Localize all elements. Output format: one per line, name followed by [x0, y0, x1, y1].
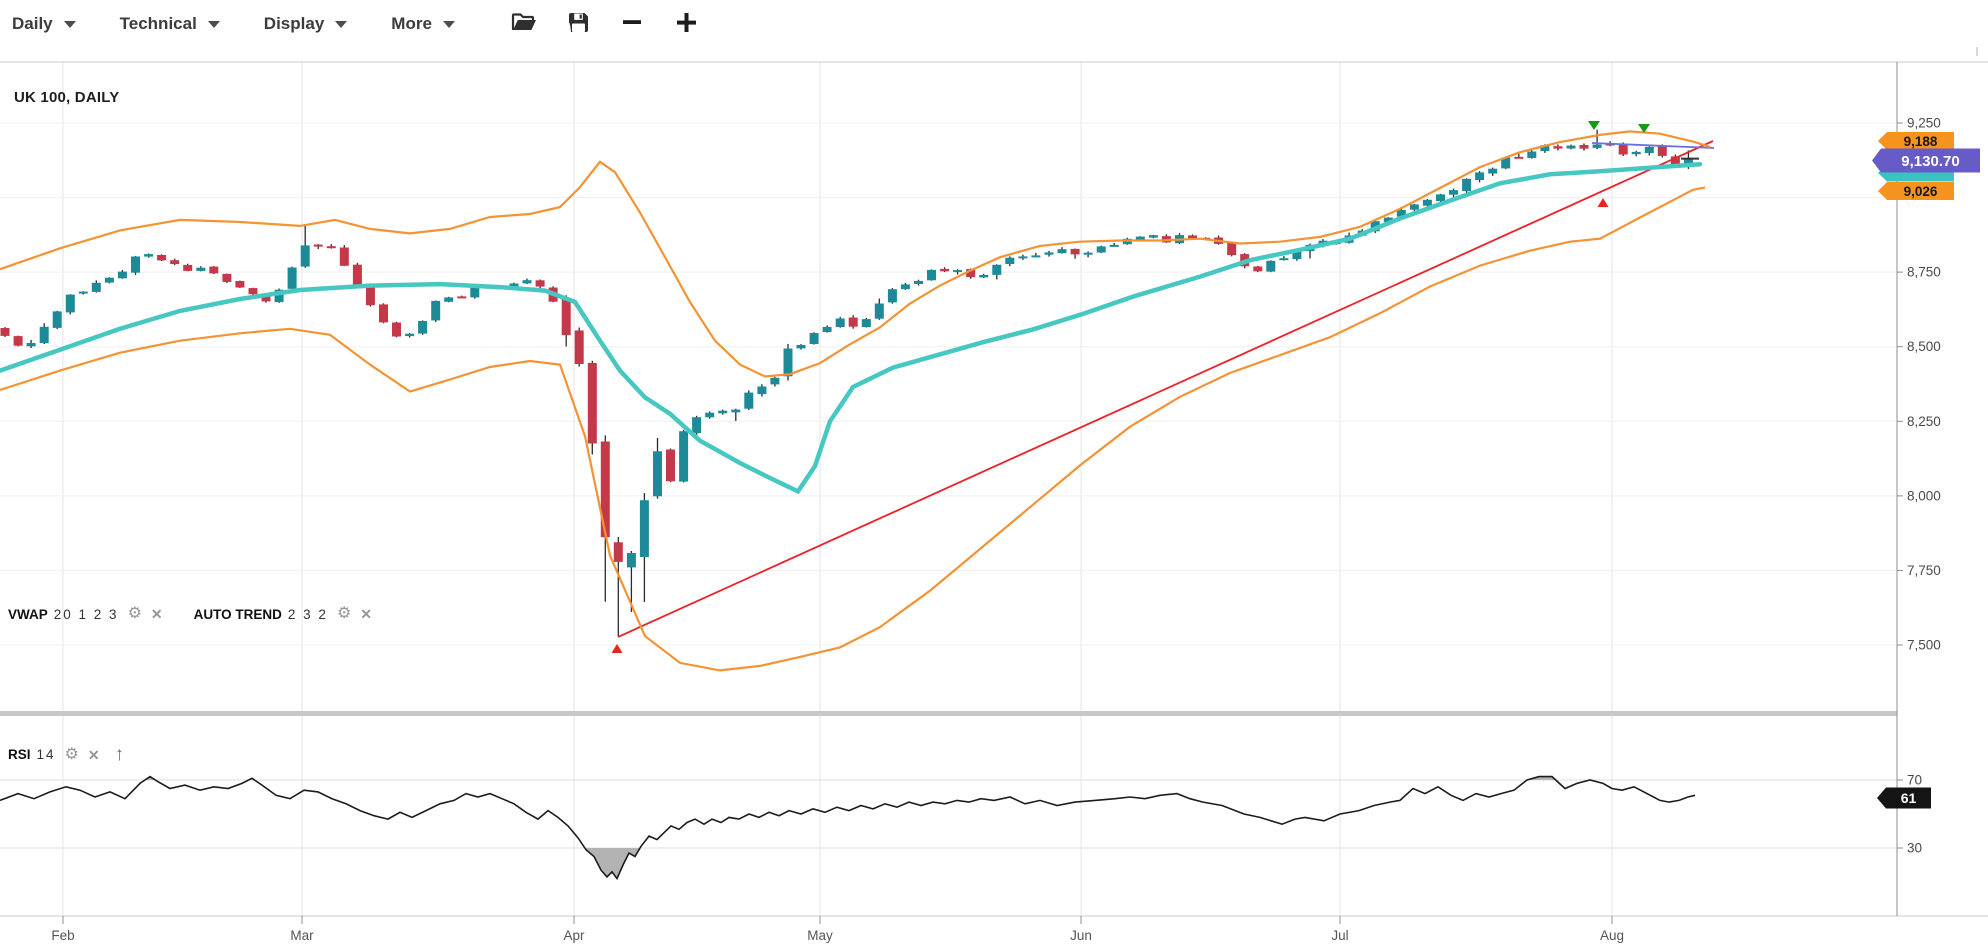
- menu-technical-label: Technical: [119, 13, 197, 33]
- month-label: Apr: [563, 928, 585, 943]
- price-tick-label: 8,500: [1907, 339, 1941, 354]
- legend-auto-trend: AUTO TREND 2 3 2 ⚙ ✕: [194, 606, 381, 622]
- remove-indicator-icon[interactable]: ✕: [87, 746, 100, 763]
- sell-marker-icon: [1638, 124, 1650, 133]
- minus-icon: [620, 10, 644, 37]
- rsi-overbought-fill: [0, 776, 1695, 780]
- plus-icon: [674, 10, 699, 38]
- chevron-down-icon: [63, 21, 76, 28]
- rsi-oversold-fill: [0, 848, 1695, 879]
- menu-technical[interactable]: Technical: [120, 14, 220, 34]
- price-badge: [1872, 148, 1980, 173]
- trade-markers: [611, 121, 1650, 653]
- menu-display-label: Display: [263, 13, 325, 33]
- price-badges: 9,188 9,026 9,130.70 61: [1872, 132, 1980, 809]
- save-button[interactable]: [567, 11, 590, 37]
- save-icon: [567, 11, 590, 37]
- move-panel-up-icon[interactable]: ↑: [114, 744, 125, 765]
- rsi-tick-label: 70: [1907, 773, 1922, 788]
- price-badge-label: 9,130.70: [1901, 153, 1959, 170]
- menu-more-label: More: [391, 13, 432, 33]
- symbol-title: UK 100, DAILY: [14, 89, 120, 106]
- month-label: Jun: [1070, 928, 1092, 943]
- month-label: Mar: [290, 928, 314, 943]
- zoom-out-button[interactable]: [620, 10, 644, 37]
- sell-marker-icon: [1588, 121, 1600, 130]
- price-badge-label: 61: [1901, 790, 1917, 806]
- buy-marker-icon: [611, 644, 623, 653]
- price-tick-label: 8,250: [1907, 414, 1941, 429]
- buy-marker-icon: [1597, 198, 1609, 207]
- auto-trend-line[interactable]: [617, 140, 1714, 638]
- rsi-tick-label: 30: [1907, 841, 1922, 856]
- menu-more[interactable]: More: [391, 14, 455, 34]
- month-label: Jul: [1331, 928, 1348, 943]
- lower-band-line: [0, 186, 1706, 672]
- rsi-panel: [0, 775, 1696, 881]
- rsi-line: [0, 775, 1696, 881]
- month-label: Aug: [1600, 928, 1624, 943]
- open-folder-button[interactable]: [511, 11, 537, 36]
- chevron-down-icon: [335, 21, 348, 28]
- remove-indicator-icon[interactable]: ✕: [360, 606, 373, 622]
- rsi-indicator-legend: RSI 14 ⚙ ✕ ↑: [8, 745, 155, 764]
- menu-display[interactable]: Display: [263, 13, 348, 34]
- price-badge: [1877, 787, 1931, 809]
- price-tick-label: 7,750: [1907, 563, 1941, 578]
- vwap-params: 20 1 2 3: [53, 606, 119, 622]
- legend-rsi-group: RSI 14 ⚙ ✕ ↑: [8, 745, 133, 764]
- rsi-name: RSI: [8, 747, 31, 762]
- price-badge-label: 9,026: [1904, 184, 1938, 199]
- auto-trend-params: 2 3 2: [287, 606, 328, 622]
- price-tick-label: 9,250: [1907, 116, 1941, 131]
- settings-gear-icon[interactable]: ⚙: [336, 605, 352, 622]
- chevron-down-icon: [442, 21, 455, 28]
- price-tick-label: 8,000: [1907, 488, 1941, 503]
- panel-divider[interactable]: [0, 711, 1897, 716]
- axes: 9,250 8,750 8,500 8,250 8,000 7,750 7,500 70 30 F…: [0, 61, 1988, 943]
- settings-gear-icon[interactable]: ⚙: [127, 605, 142, 622]
- resistance-line[interactable]: [1591, 142, 1715, 149]
- price-indicator-legend: VWAP 20 1 2 3 ⚙ ✕ AUTO TREND 2 3 2 ⚙ ✕: [8, 606, 403, 622]
- price-panel: [0, 121, 1715, 672]
- legend-vwap: VWAP 20 1 2 3 ⚙ ✕: [8, 606, 172, 622]
- price-tick-label: 8,750: [1907, 265, 1941, 280]
- price-tick-label: 7,500: [1907, 638, 1941, 653]
- remove-indicator-icon[interactable]: ✕: [150, 606, 163, 622]
- price-badge: [1878, 182, 1954, 200]
- open-folder-icon: [511, 11, 537, 36]
- month-label: May: [807, 928, 833, 943]
- vwap-line: [0, 161, 1703, 495]
- menu-daily-label: Daily: [12, 13, 53, 33]
- price-badge: [1878, 132, 1954, 150]
- menu-daily[interactable]: Daily: [12, 14, 76, 34]
- zoom-in-button[interactable]: [674, 10, 699, 38]
- upper-band-line: [0, 130, 1711, 378]
- month-label: Feb: [51, 928, 74, 943]
- toolbar: Daily Technical Display More: [0, 0, 1988, 47]
- price-badge-label: 9,188: [1904, 134, 1938, 149]
- rsi-params: 14: [36, 747, 56, 762]
- settings-gear-icon[interactable]: ⚙: [64, 745, 79, 763]
- auto-trend-name: AUTO TREND: [193, 606, 282, 622]
- chevron-down-icon: [207, 21, 220, 28]
- vwap-name: VWAP: [8, 606, 48, 622]
